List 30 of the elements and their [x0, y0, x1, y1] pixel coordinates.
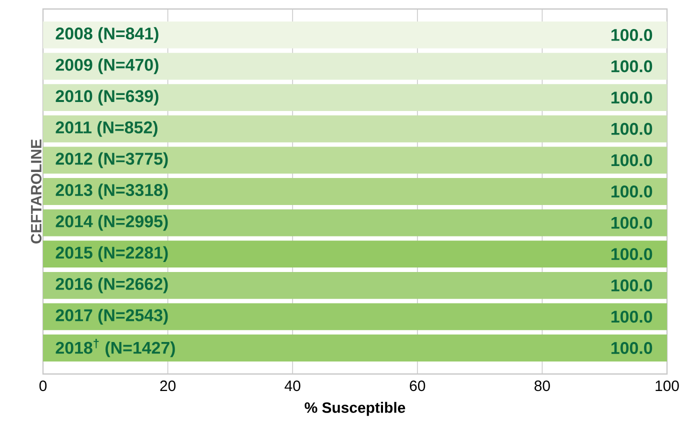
y-tick-label: 2011 (N=852) [56, 120, 158, 137]
y-tick-label: 2014 (N=2995) [56, 214, 168, 231]
y-tick-label: 2013 (N=3318) [56, 184, 168, 200]
data-label: 100.0 [611, 342, 652, 354]
x-tick-label: 0 [39, 380, 47, 392]
x-tick-label: 80 [534, 380, 550, 392]
y-tick-label: 2008 (N=841) [56, 27, 158, 43]
data-label: 100.0 [611, 28, 652, 41]
data-label: 100.0 [611, 92, 652, 104]
data-label: 100.0 [611, 216, 652, 229]
data-label: 100.0 [611, 122, 652, 135]
y-axis-title: CEFTAROLINE [30, 140, 42, 244]
x-tick-label: 40 [284, 380, 300, 392]
data-label: 100.0 [611, 60, 652, 72]
x-tick-label: 100 [656, 380, 679, 392]
data-label: 100.0 [611, 279, 652, 292]
data-label: 100.0 [611, 248, 652, 260]
x-tick-label: 20 [160, 380, 176, 392]
y-tick-label: 2015 (N=2281) [56, 246, 168, 262]
data-label: 100.0 [611, 310, 652, 323]
y-tick-label: 2012 (N=3775) [56, 152, 168, 168]
y-tick-label: 2010 (N=639) [56, 90, 158, 106]
y-tick-label: 2016 (N=2662) [56, 278, 168, 294]
x-tick-label: 60 [410, 380, 426, 392]
data-label: 100.0 [611, 185, 652, 198]
y-tick-label: 2018$^{†}$ (N=1427) [56, 338, 175, 358]
y-tick-label: 2017 (N=2543) [56, 308, 168, 325]
data-label: 100.0 [611, 154, 652, 166]
x-axis-title: % Susceptible [304, 402, 406, 416]
y-tick-label: 2009 (N=470) [56, 58, 158, 74]
